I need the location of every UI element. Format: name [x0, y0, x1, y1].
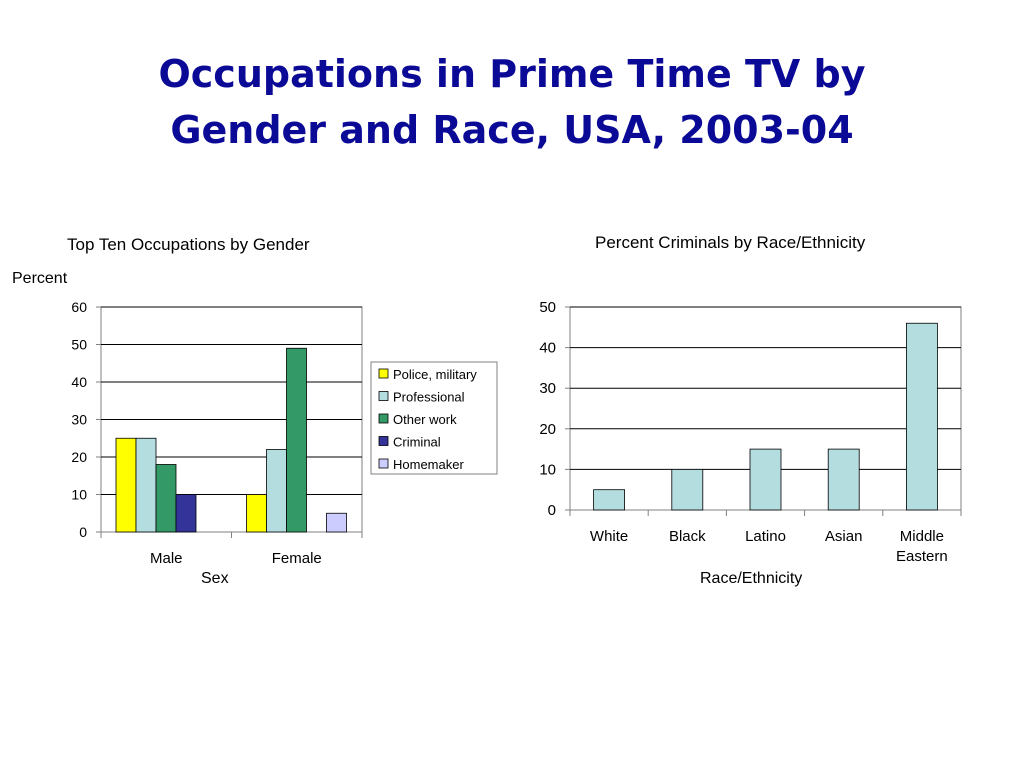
title-line-1: Occupations in Prime Time TV by	[158, 52, 866, 96]
legend-swatch-professional	[378, 391, 389, 401]
bar-white	[593, 489, 625, 511]
gender-chart-ylabel: Percent	[12, 270, 68, 287]
bar-black	[671, 468, 704, 511]
title-line-2: Gender and Race, USA, 2003-04	[170, 108, 854, 152]
legend-label-other-work: Other work	[393, 412, 457, 427]
x-tick-label: Male	[150, 550, 183, 567]
legend-label-police-military: Police, military	[393, 367, 477, 382]
legend-label-criminal: Criminal	[393, 435, 441, 450]
bar-female-homemaker	[326, 512, 347, 533]
slide-title: Occupations in Prime Time TV by Gender a…	[0, 46, 1024, 158]
x-tick-label: Female	[272, 550, 322, 567]
x-tick-label: Black	[669, 528, 706, 545]
y-tick-label: 50	[71, 337, 87, 353]
y-tick-label: 40	[539, 340, 556, 357]
legend	[370, 361, 498, 475]
y-tick-label: 10	[71, 487, 87, 503]
bar-latino	[749, 448, 782, 511]
bar-female-other-work	[286, 347, 307, 533]
y-tick-label: 20	[71, 449, 87, 465]
legend-swatch-police-military	[378, 368, 389, 379]
bar-middle-eastern	[906, 322, 938, 511]
gender-chart-title: Top Ten Occupations by Gender	[67, 235, 310, 254]
y-tick-label: 20	[539, 421, 556, 438]
y-tick-label: 40	[71, 374, 87, 390]
y-tick-label: 60	[71, 299, 87, 315]
x-tick-label: Latino	[745, 528, 786, 545]
race-chart-xlabel: Race/Ethnicity	[700, 570, 803, 587]
x-tick-label: Asian	[825, 528, 863, 545]
gender-chart-xlabel: Sex	[201, 570, 229, 587]
x-tick-label: White	[590, 528, 628, 545]
y-tick-label: 0	[79, 524, 87, 540]
race-chart-title: Percent Criminals by Race/Ethnicity	[595, 233, 866, 252]
y-tick-label: 30	[539, 380, 556, 397]
y-tick-label: 10	[539, 461, 556, 478]
legend-label-homemaker: Homemaker	[393, 457, 464, 472]
legend-label-professional: Professional	[393, 390, 465, 405]
y-tick-label: 0	[548, 502, 556, 519]
bar-male-criminal	[175, 494, 197, 533]
y-tick-label: 50	[539, 299, 556, 316]
legend-swatch-homemaker	[378, 458, 389, 469]
y-tick-label: 30	[71, 412, 87, 428]
x-tick-label: Middle Eastern	[896, 528, 948, 565]
legend-swatch-criminal	[378, 436, 389, 446]
bar-asian	[827, 448, 860, 511]
legend-swatch-other-work	[378, 413, 389, 424]
